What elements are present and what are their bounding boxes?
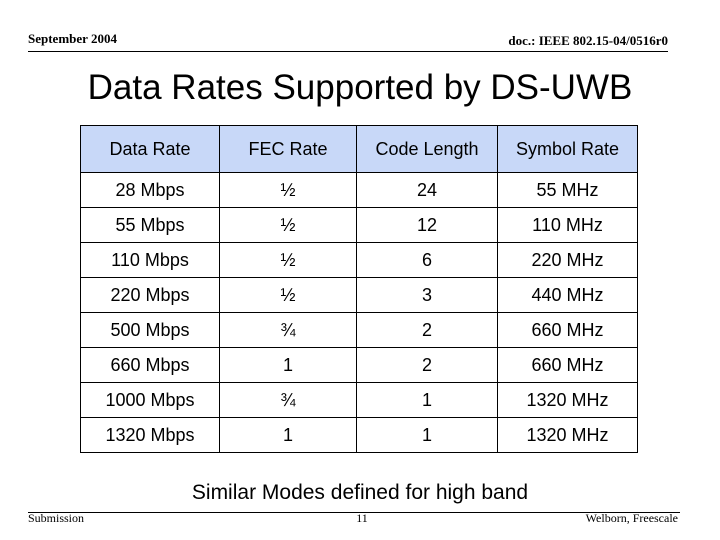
table-cell: 28 Mbps (80, 172, 220, 208)
table-cell: 1320 MHz (497, 382, 638, 418)
footer-rule (28, 512, 680, 513)
table-cell: 12 (356, 207, 498, 243)
column-header: Code Length (356, 125, 498, 173)
header-doc: doc.: IEEE 802.15-04/0516r0 (508, 33, 668, 48)
column-header: FEC Rate (219, 125, 357, 173)
column-header: Symbol Rate (497, 125, 638, 173)
header-row: Data Rate FEC Rate Code Length Symbol Rate (80, 125, 638, 173)
table-cell: 1 (219, 347, 357, 383)
table-row: 500 Mbps ¾ 2 660 MHz (80, 312, 638, 348)
table-cell: 55 Mbps (80, 207, 220, 243)
table-cell: 500 Mbps (80, 312, 220, 348)
table-row: 55 Mbps ½ 12 110 MHz (80, 207, 638, 243)
table-cell: 660 MHz (497, 312, 638, 348)
slide-title: Data Rates Supported by DS-UWB (87, 68, 633, 107)
table-cell: 3 (356, 277, 498, 313)
header-rule (28, 51, 668, 52)
footer-right: Welborn, Freescale (585, 511, 678, 525)
table-cell: 220 Mbps (80, 277, 220, 313)
table-cell: 220 MHz (497, 242, 638, 278)
table-cell: 2 (356, 312, 498, 348)
table-cell: 1320 MHz (497, 417, 638, 453)
table-cell: 24 (356, 172, 498, 208)
table-cell: 1 (356, 417, 498, 453)
header-date: September 2004 (28, 31, 117, 46)
table-cell: ¾ (219, 312, 357, 348)
table-cell: 1320 Mbps (80, 417, 220, 453)
table-cell: ½ (219, 242, 357, 278)
rates-table: Data Rate FEC Rate Code Length Symbol Rate 2… (80, 125, 638, 453)
table-cell: ½ (219, 207, 357, 243)
table-cell: 110 MHz (497, 207, 638, 243)
table-cell: 55 MHz (497, 172, 638, 208)
table-row: 1320 Mbps 1 1 1320 MHz (80, 417, 638, 453)
table-cell: 660 MHz (497, 347, 638, 383)
table-row: 220 Mbps ½ 3 440 MHz (80, 277, 638, 313)
column-header: Data Rate (80, 125, 220, 173)
table-cell: 6 (356, 242, 498, 278)
table-row: 110 Mbps ½ 6 220 MHz (80, 242, 638, 278)
table-cell: 1 (219, 417, 357, 453)
table-cell: ¾ (219, 382, 357, 418)
table-row: 28 Mbps ½ 24 55 MHz (80, 172, 638, 208)
note: Similar Modes defined for high band (191, 481, 529, 504)
table-cell: 2 (356, 347, 498, 383)
table-cell: 110 Mbps (80, 242, 220, 278)
page-number: 11 (356, 511, 368, 525)
footer-left: Submission (28, 511, 85, 525)
table-cell: 660 Mbps (80, 347, 220, 383)
table-cell: 1 (356, 382, 498, 418)
table-row: 1000 Mbps ¾ 1 1320 MHz (80, 382, 638, 418)
table-cell: 1000 Mbps (80, 382, 220, 418)
table-cell: 440 MHz (497, 277, 638, 313)
table-cell: ½ (219, 277, 357, 313)
table-row: 660 Mbps 1 2 660 MHz (80, 347, 638, 383)
table-cell: ½ (219, 172, 357, 208)
